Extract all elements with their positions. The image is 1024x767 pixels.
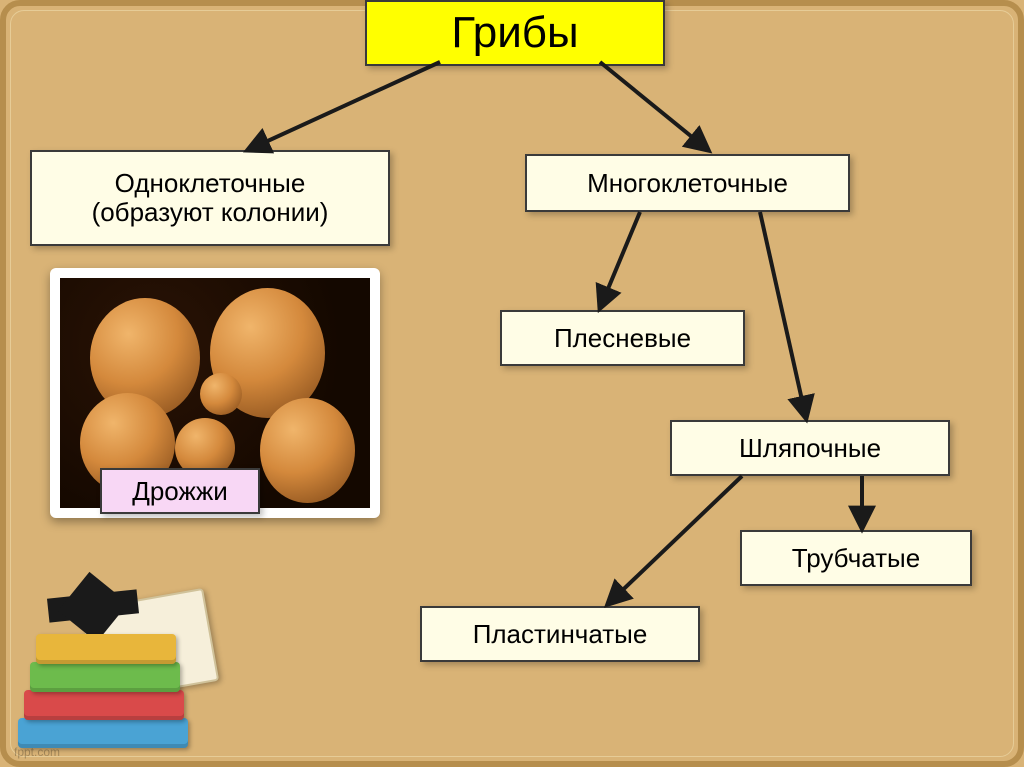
books-decor [18, 538, 238, 758]
node-cap: Шляпочные [670, 420, 950, 476]
node-unicellular: Одноклеточные (образуют колонии) [30, 150, 390, 246]
book-icon [18, 718, 188, 748]
node-unicellular-text: Одноклеточные (образуют колонии) [92, 169, 329, 226]
node-plate: Пластинчатые [420, 606, 700, 662]
node-plate-text: Пластинчатые [473, 620, 648, 649]
arrow [760, 212, 806, 418]
node-mold: Плесневые [500, 310, 745, 366]
watermark-text: fppt.com [14, 745, 60, 759]
arrow [600, 62, 708, 150]
book-icon [30, 662, 180, 692]
yeast-label-text: Дрожжи [132, 477, 228, 506]
yeast-label-box: Дрожжи [100, 468, 260, 514]
book-icon [24, 690, 184, 720]
node-multicellular-text: Многоклеточные [587, 169, 788, 198]
arrow [600, 212, 640, 308]
book-icon [36, 634, 176, 664]
arrow [248, 62, 440, 150]
watermark: fppt.com [14, 745, 60, 759]
title-box: Грибы [365, 0, 665, 66]
title-text: Грибы [451, 9, 578, 57]
node-tube-text: Трубчатые [792, 544, 920, 573]
node-tube: Трубчатые [740, 530, 972, 586]
node-cap-text: Шляпочные [739, 434, 881, 463]
arrow [608, 476, 742, 604]
node-multicellular: Многоклеточные [525, 154, 850, 212]
node-mold-text: Плесневые [554, 324, 691, 353]
